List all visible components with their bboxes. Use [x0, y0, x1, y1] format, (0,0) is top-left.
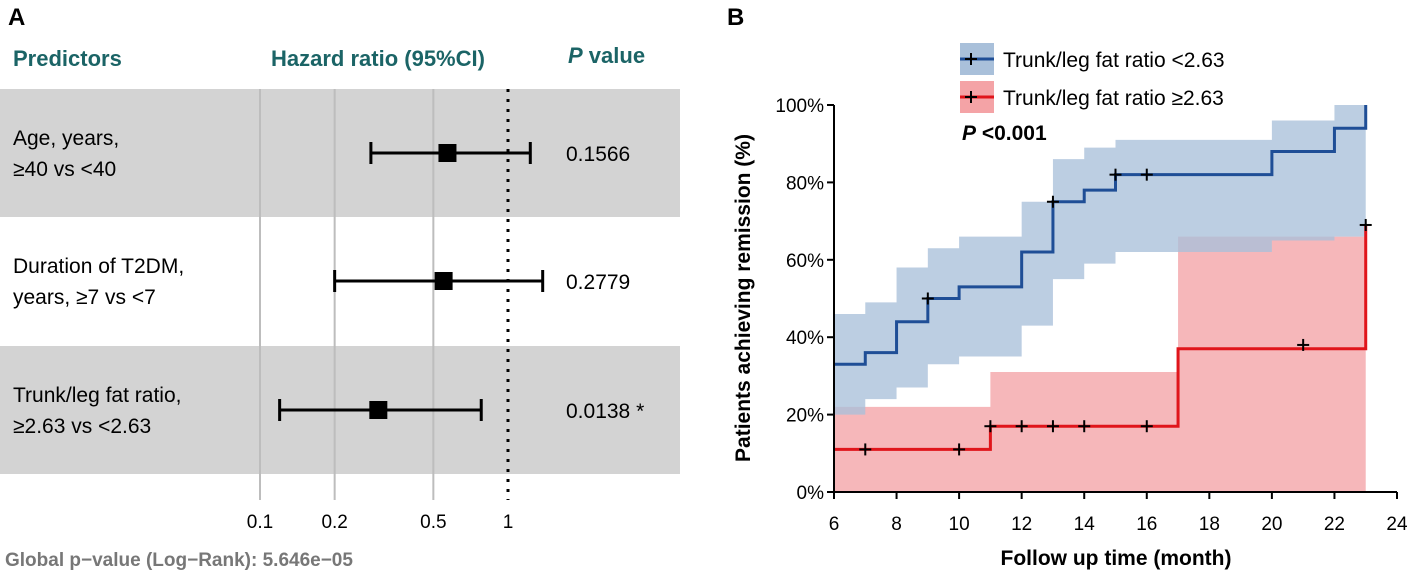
forest-tick-0.1: 0.1 [247, 512, 273, 533]
p-value-header-rest: value [583, 43, 645, 68]
p-value-header: P value [568, 43, 645, 68]
p-value-header-p: P [568, 43, 583, 68]
red-step-line [834, 224, 1368, 451]
step-lines [834, 105, 1368, 451]
row-2-label-line1: Duration of T2DM, [13, 255, 184, 278]
censor-marks [859, 168, 1372, 456]
p-annotation-rest: <0.001 [976, 122, 1047, 145]
y-tick-label: 100% [775, 96, 824, 117]
row-1-label-line1: Age, years, [13, 127, 119, 150]
red-censor-mark [984, 420, 997, 433]
y-tick-label: 20% [786, 406, 824, 427]
hazard-ratio-header: Hazard ratio (95%CI) [271, 46, 485, 71]
p-annotation-p: P [962, 122, 977, 145]
forest-plot-panel: A Predictors Hazard ratio (95%CI) P valu… [0, 4, 680, 571]
red-legend-label: Trunk/leg fat ratio ≥2.63 [1003, 87, 1224, 110]
x-tick-label: 16 [1136, 514, 1157, 535]
x-tick-label: 22 [1324, 514, 1345, 535]
x-tick-label: 6 [829, 514, 840, 535]
blue-censor-mark [1140, 168, 1153, 181]
x-tick-label: 10 [949, 514, 970, 535]
x-tick-label: 12 [1011, 514, 1032, 535]
row-1-hr-marker [438, 144, 457, 162]
red-censor-mark [1297, 338, 1310, 351]
forest-tick-0.2: 0.2 [321, 512, 347, 533]
row-1-label-line2: ≥40 vs <40 [13, 158, 116, 181]
panel-a-label: A [8, 4, 25, 31]
y-tick-label: 40% [786, 328, 824, 349]
red-censor-mark [1140, 420, 1153, 433]
row-3-label-line1: Trunk/leg fat ratio, [13, 384, 181, 407]
forest-tick-1: 1 [503, 512, 514, 533]
red-confidence-band [834, 224, 1366, 492]
x-axis-title: Follow up time (month) [1001, 547, 1232, 570]
red-censor-mark [1046, 420, 1059, 433]
y-tick-label: 60% [786, 251, 824, 272]
row-band-1 [0, 89, 680, 217]
y-axis-title: Patients achieving remission (%) [732, 134, 755, 462]
row-3-p-value: 0.0138 * [566, 400, 644, 423]
red-censor-mark [859, 443, 872, 456]
x-tick-label: 24 [1386, 514, 1408, 535]
legend: Trunk/leg fat ratio <2.63 Trunk/leg fat r… [960, 43, 1225, 113]
remission-chart-panel: B 0% 20% 40% 60% 80% 100% 6 8 10 12 14 16 18 20 22 24 Fo… [727, 4, 1408, 570]
row-2-p-value: 0.2779 [566, 271, 630, 294]
x-tick-label: 14 [1074, 514, 1096, 535]
red-censor-mark [1078, 420, 1091, 433]
confidence-bands [834, 105, 1366, 492]
global-p-value: Global p−value (Log−Rank): 5.646e−05 [5, 550, 353, 571]
x-tick-label: 8 [891, 514, 902, 535]
red-censor-mark [953, 443, 966, 456]
forest-axis-ticks: 0.1 0.2 0.5 1 [247, 512, 514, 533]
blue-censor-mark [1046, 195, 1059, 208]
row-3-hr-marker [369, 401, 388, 419]
blue-legend-label: Trunk/leg fat ratio <2.63 [1003, 49, 1225, 72]
p-annotation: P <0.001 [962, 122, 1047, 145]
row-2-label-line2: years, ≥7 vs <7 [13, 286, 156, 309]
km-axes: 0% 20% 40% 60% 80% 100% 6 8 10 12 14 16 18 20 22 24 Foll… [732, 96, 1408, 570]
y-tick-label: 0% [797, 483, 825, 504]
row-2-hr-marker [434, 272, 453, 290]
panel-b-label: B [727, 4, 744, 31]
forest-tick-0.5: 0.5 [420, 512, 446, 533]
x-tick-label: 18 [1199, 514, 1220, 535]
blue-confidence-band [834, 105, 1366, 415]
red-censor-mark [1359, 218, 1372, 231]
blue-censor-mark [1109, 168, 1122, 181]
row-1-p-value: 0.1566 [566, 143, 630, 166]
y-tick-label: 80% [786, 173, 824, 194]
blue-censor-mark [921, 292, 934, 305]
blue-step-line [834, 105, 1368, 366]
row-3-label-line2: ≥2.63 vs <2.63 [13, 415, 151, 438]
forest-rows: Age, years, ≥40 vs <40 0.1566 Duration of T… [13, 127, 644, 438]
forest-gridlines [259, 89, 510, 500]
red-censor-mark [1015, 420, 1028, 433]
predictors-header: Predictors [13, 46, 122, 71]
x-tick-label: 20 [1261, 514, 1282, 535]
